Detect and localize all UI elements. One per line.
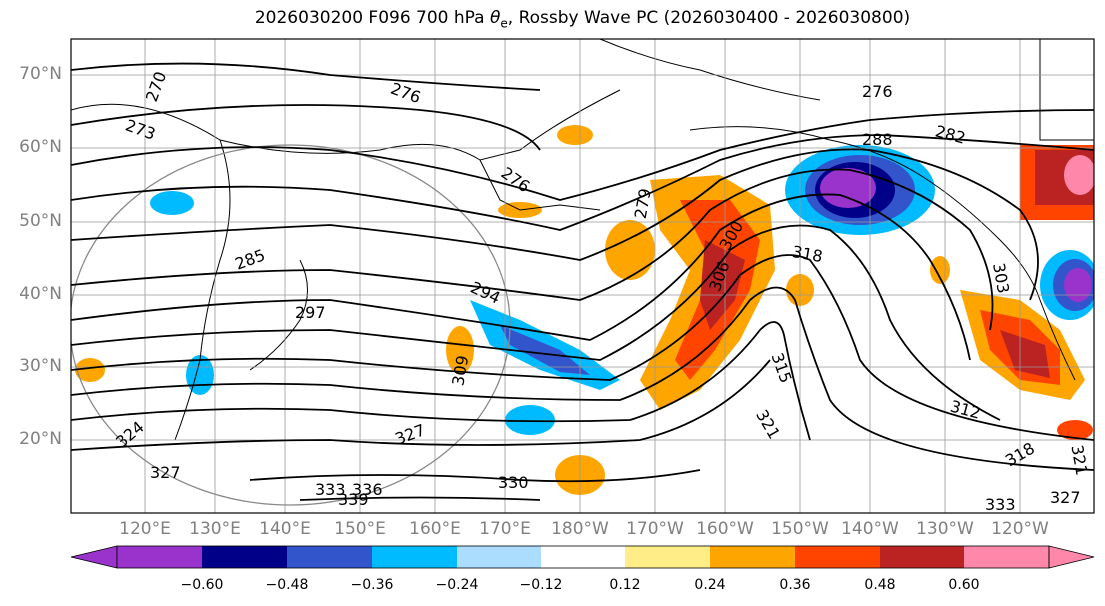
lat-label: 20°N	[19, 429, 62, 449]
colorbar-tick: 0.12	[609, 577, 641, 593]
colorbar-segment	[964, 546, 1049, 568]
lat-label: 60°N	[19, 137, 62, 157]
colorbar-segment	[880, 546, 964, 568]
lon-label: 140°W	[841, 519, 899, 539]
colorbar	[70, 545, 1095, 569]
lon-label: 160°W	[696, 519, 754, 539]
lon-label: 140°E	[259, 519, 311, 539]
lon-label: 130°W	[916, 519, 974, 539]
colorbar-segment	[117, 546, 202, 568]
colorbar-tick: 0.36	[779, 577, 811, 593]
contour-label: 288	[862, 130, 893, 149]
theta-e-contours	[71, 62, 1094, 501]
colorbar-segment	[372, 546, 457, 568]
colorbar-tick: 0.24	[694, 577, 726, 593]
lon-label: 170°W	[626, 519, 684, 539]
colorbar-tick: 0.48	[864, 577, 896, 593]
lon-label: 170°E	[479, 519, 531, 539]
colorbar-tick: −0.24	[435, 577, 479, 593]
colorbar-tick: −0.36	[350, 577, 394, 593]
lat-label: 40°N	[19, 284, 62, 304]
contour-label: 336	[352, 480, 383, 499]
colorbar-tick: −0.60	[180, 577, 224, 593]
lon-label: 180°W	[551, 519, 609, 539]
colorbar-segment	[795, 546, 880, 568]
contour-label: 327	[1050, 488, 1081, 507]
lon-label: 120°E	[119, 519, 171, 539]
contour-label: 333	[985, 495, 1016, 514]
colorbar-extend-low	[70, 545, 118, 569]
contour-label: 330	[498, 473, 529, 492]
colorbar-tick: −0.48	[265, 577, 309, 593]
lat-label: 70°N	[19, 64, 62, 84]
lat-label: 50°N	[19, 211, 62, 231]
contour-label: 327	[150, 463, 181, 482]
theta-symbol: θ	[490, 8, 501, 28]
lon-label: 130°E	[189, 519, 241, 539]
contour-label: 333	[315, 480, 346, 499]
colorbar-segment	[541, 546, 625, 568]
theta-subscript: e	[500, 16, 508, 31]
lon-label: 150°W	[771, 519, 829, 539]
colorbar-segment	[457, 546, 541, 568]
colorbar-tick: −0.12	[519, 577, 563, 593]
lon-label: 120°W	[991, 519, 1049, 539]
contour-label: 339	[338, 490, 369, 509]
colorbar-segment	[710, 546, 795, 568]
lat-label: 30°N	[19, 356, 62, 376]
lon-label: 150°E	[334, 519, 386, 539]
colorbar-segment	[625, 546, 710, 568]
contour-label: 297	[295, 303, 326, 322]
lon-label: 160°E	[409, 519, 461, 539]
plot-frame	[70, 38, 1095, 514]
chart-title: 2026030200 F096 700 hPa θe, Rossby Wave …	[254, 8, 911, 31]
contour-label: 276	[862, 82, 893, 101]
colorbar-segment	[287, 546, 372, 568]
colorbar-tick: 0.60	[948, 577, 980, 593]
analysis-circle	[71, 144, 511, 506]
colorbar-extend-high	[1048, 545, 1095, 569]
colorbar-segment	[202, 546, 287, 568]
